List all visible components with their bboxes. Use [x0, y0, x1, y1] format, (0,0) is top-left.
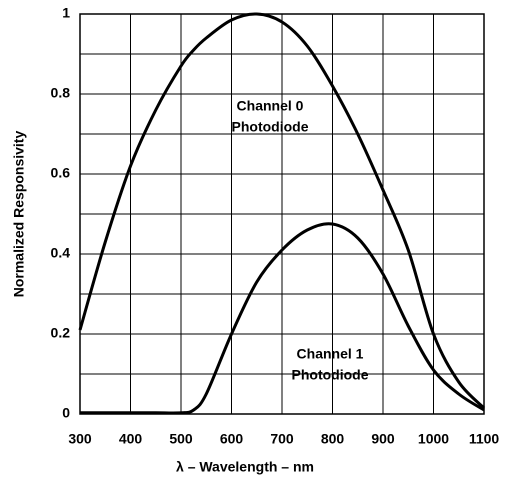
- y-axis-label: Normalized Responsivity: [11, 131, 27, 298]
- y-tick-label: 0.6: [51, 165, 71, 181]
- x-tick-label: 300: [68, 431, 92, 447]
- x-tick-label: 1000: [418, 431, 449, 447]
- x-tick-label: 1100: [469, 431, 500, 447]
- y-tick-label: 0.4: [51, 245, 71, 261]
- x-tick-label: 400: [119, 431, 143, 447]
- series-label: Channel 0: [237, 98, 304, 114]
- y-tick-label: 1: [62, 5, 70, 21]
- y-tick-label: 0.2: [51, 325, 71, 341]
- x-tick-label: 700: [270, 431, 294, 447]
- series-line: [78, 12, 486, 410]
- x-tick-label: 600: [220, 431, 244, 447]
- x-tick-label: 500: [169, 431, 193, 447]
- series-label: Photodiode: [232, 119, 309, 135]
- y-tick-label: 0: [62, 405, 70, 421]
- series-label: Channel 1: [297, 346, 364, 362]
- series-line: [79, 222, 485, 415]
- x-axis-label: λ – Wavelength – nm: [176, 459, 314, 475]
- x-tick-label: 900: [371, 431, 395, 447]
- y-tick-label: 0.8: [51, 85, 71, 101]
- x-tick-label: 800: [321, 431, 345, 447]
- plot-frame: [79, 13, 485, 415]
- series-label: Photodiode: [292, 367, 369, 383]
